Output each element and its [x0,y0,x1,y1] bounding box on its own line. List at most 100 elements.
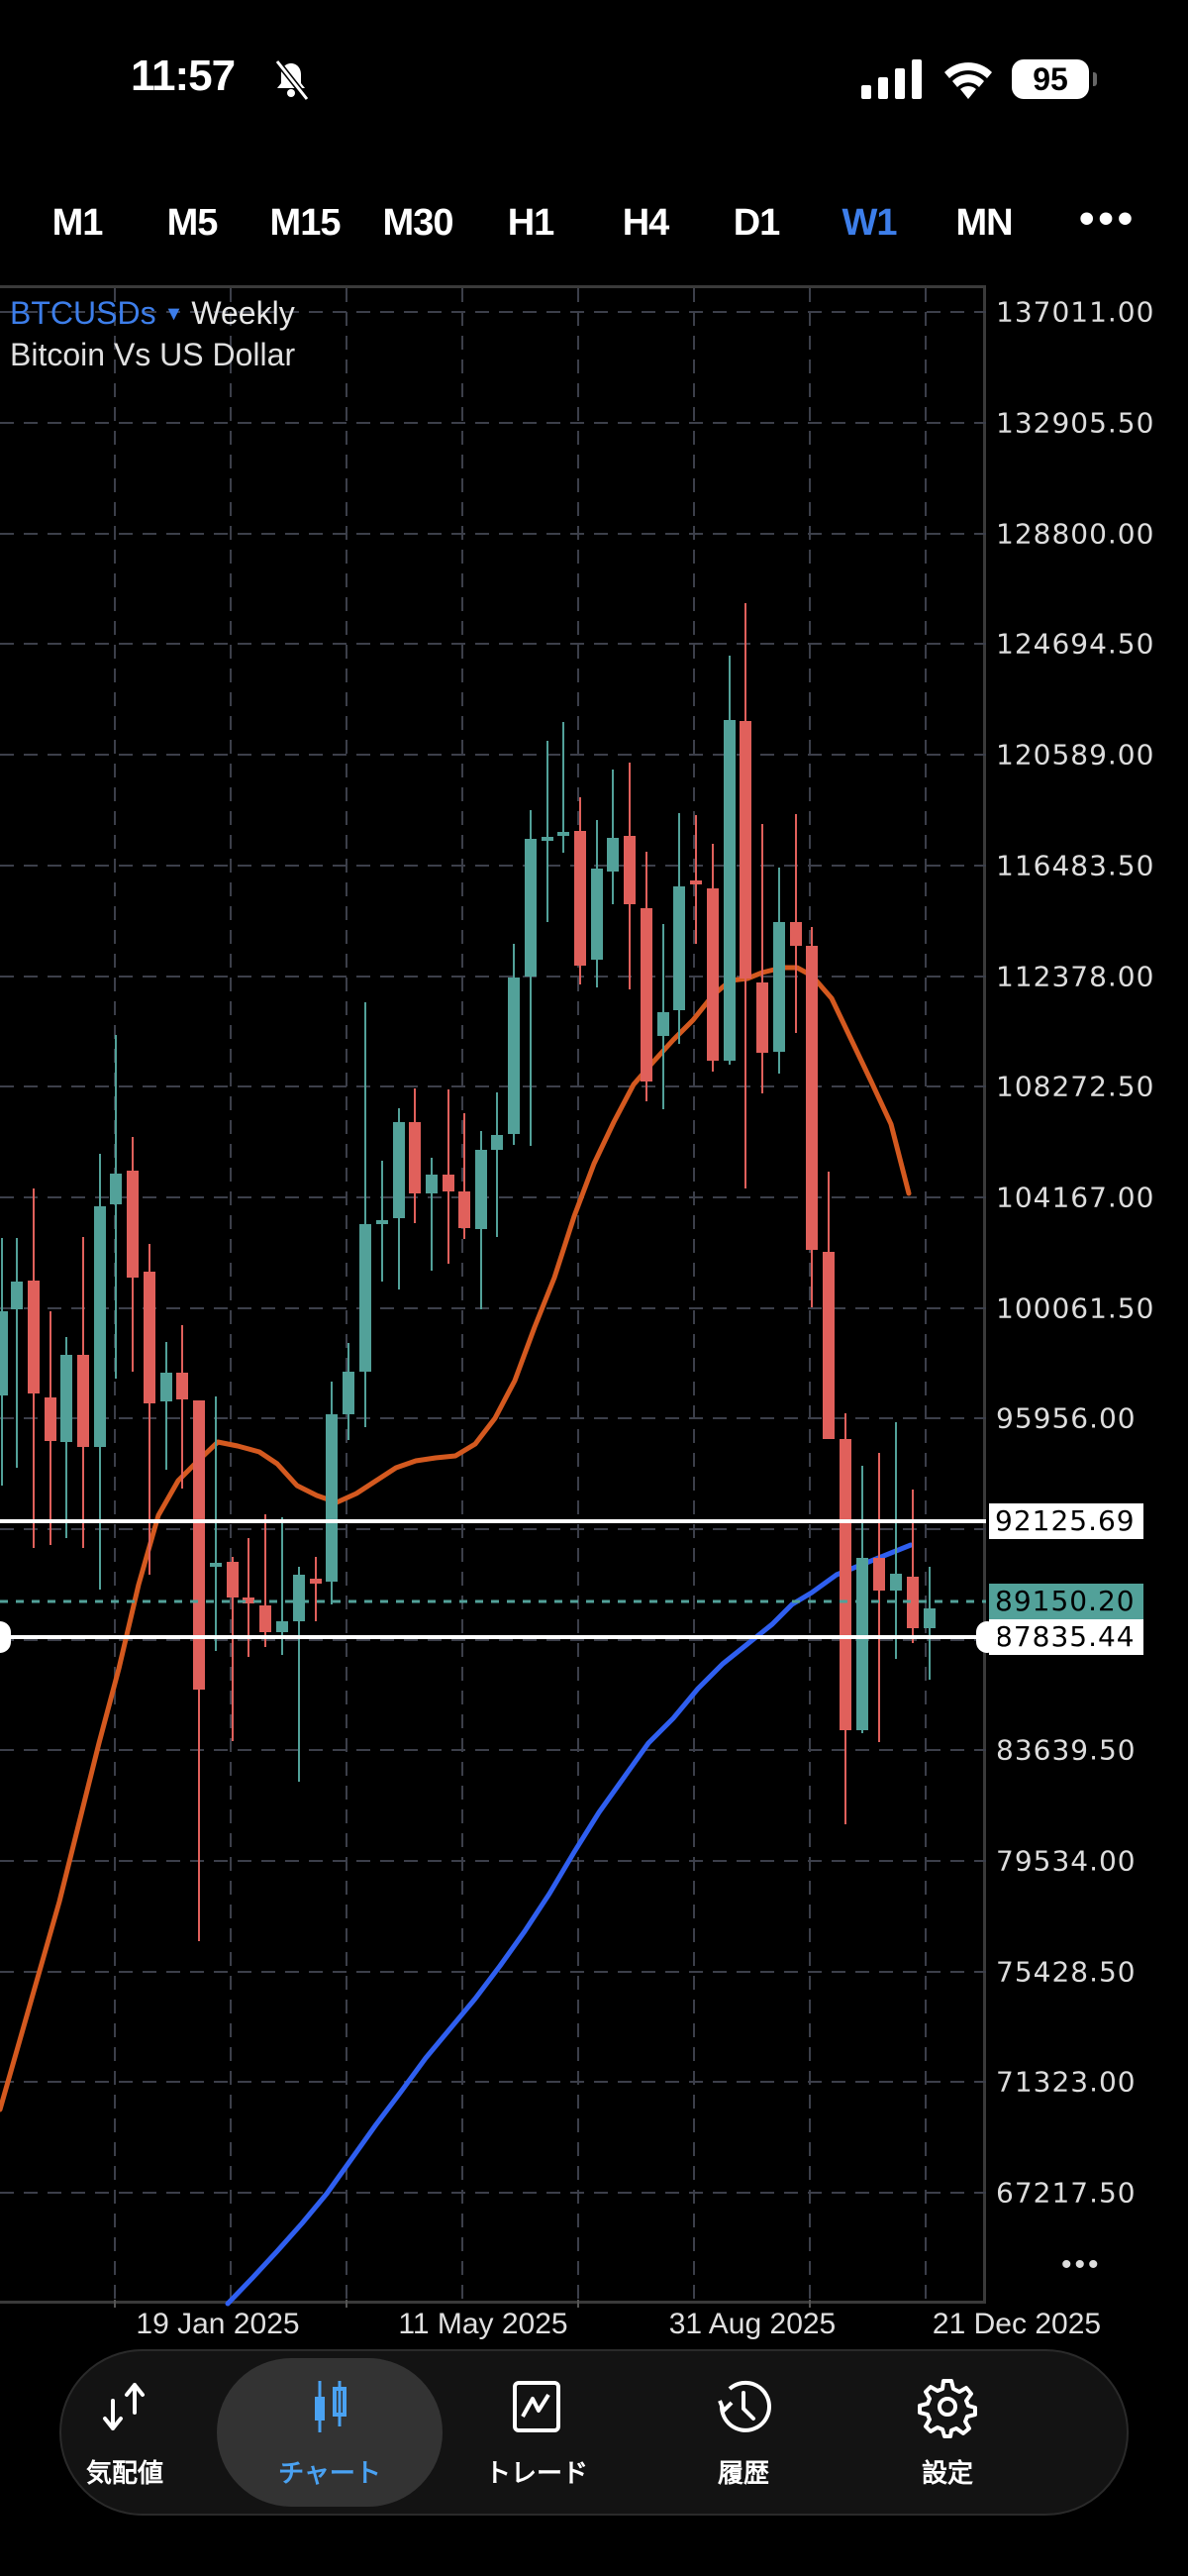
timeframe-m1[interactable]: M1 [51,202,104,244]
timeframe-m15[interactable]: M15 [269,202,342,244]
price-axis-label: 95956.00 [996,1401,1137,1435]
timeframe-w1[interactable]: W1 [842,202,898,244]
candle-body [45,1397,56,1441]
price-axis-label: 104167.00 [996,1181,1155,1214]
tab-label: 設定 [921,2458,973,2488]
candle-body [127,1171,139,1278]
chart-more-button[interactable]: ••• [1061,2248,1102,2281]
status-time: 11:57 [131,52,236,100]
dropdown-triangle-icon[interactable]: ▼ [163,303,184,325]
candle-body [525,839,537,977]
status-bar: 11:57 95 [0,0,1188,158]
candle-body [591,869,603,960]
trade-chart-icon [505,2375,568,2443]
candle-body [110,1174,122,1204]
price-axis-label: 67217.50 [996,2176,1137,2210]
symbol-description: Bitcoin Vs US Dollar [10,337,296,372]
wifi-icon [944,62,992,99]
timeframe-m30[interactable]: M30 [382,202,454,244]
candle-body [393,1122,405,1218]
candle-body [193,1400,205,1690]
history-clock-icon [712,2375,775,2443]
candle-body [840,1439,851,1730]
tab-gear[interactable]: 設定 [848,2351,1046,2514]
candle-body [724,720,736,1061]
timeframe-d1[interactable]: D1 [733,202,781,244]
candle-body [657,1012,669,1036]
candle-body [77,1355,89,1447]
candle-body [707,888,719,1061]
price-axis-label: 128800.00 [996,517,1155,551]
candle-body [773,922,785,1052]
timeframe-more-button[interactable]: ••• [1079,194,1138,243]
timeframe-h1[interactable]: H1 [507,202,555,244]
tab-label: チャート [278,2458,381,2488]
candle-body [259,1605,271,1632]
candle-body [790,922,802,946]
tab-quotes-arrows[interactable]: 気配値 [26,2351,224,2514]
tab-label: 履歴 [717,2458,769,2488]
candle-body [359,1224,371,1372]
symbol-name[interactable]: BTCUSDs [10,295,156,331]
candle-body [856,1558,868,1730]
line-drag-handle-left[interactable] [0,1621,11,1653]
candle-body [924,1608,936,1628]
price-axis-label: 71323.00 [996,2065,1137,2099]
candle-body [690,880,702,884]
tab-label: トレード [484,2458,588,2488]
candle-body [907,1577,919,1628]
candlestick-chart[interactable] [0,0,990,2308]
price-axis-label: 83639.50 [996,1733,1137,1767]
candle-body [823,1252,835,1439]
tab-trade-chart[interactable]: トレード [438,2351,636,2514]
candle-body [557,832,569,836]
current-price-tag[interactable]: 89150.20 [989,1584,1143,1619]
chart-area[interactable] [0,285,986,2304]
candle-body [343,1372,354,1414]
date-axis-label: 11 May 2025 [398,2308,568,2340]
candle-body [756,982,768,1053]
tab-label: 気配値 [85,2458,163,2488]
tab-candlestick-chart[interactable]: チャート [217,2358,443,2507]
chart-symbol-header[interactable]: BTCUSDs ▼ Weekly [10,295,295,332]
candle-body [542,837,553,841]
candle-body [873,1558,885,1591]
price-axis-label: 75428.50 [996,1955,1137,1989]
line-drag-handle-right[interactable] [976,1621,998,1653]
tab-history-clock[interactable]: 履歴 [644,2351,842,2514]
candle-body [607,838,619,872]
price-axis-label: 79534.00 [996,1844,1137,1878]
candle-body [0,1311,8,1395]
candle-body [60,1355,72,1442]
candle-body [144,1272,155,1403]
candle-body [28,1281,40,1393]
candle-body [491,1135,503,1150]
candle-body [11,1282,23,1309]
price-axis-label: 108272.50 [996,1070,1155,1103]
timeframe-mn[interactable]: MN [955,202,1013,244]
date-axis-label: 31 Aug 2025 [668,2308,837,2340]
candle-body [426,1175,438,1193]
price-axis-label: 100061.50 [996,1291,1155,1325]
level-price-tag[interactable]: 92125.69 [989,1503,1143,1539]
candle-body [94,1206,106,1447]
candle-body [641,908,652,1082]
candle-body [740,721,751,979]
timeframe-bar: M1 M5 M15 M30 H1 H4 D1 W1 MN [0,188,1188,258]
timeframe-h4[interactable]: H4 [622,202,670,244]
date-axis-label: 21 Dec 2025 [932,2308,1102,2340]
candle-body [293,1575,305,1621]
price-axis-label: 137011.00 [996,295,1155,329]
price-axis-label: 132905.50 [996,406,1155,440]
candle-body [210,1563,222,1567]
candle-body [673,886,685,1010]
battery-indicator: 95 [1012,59,1097,99]
bottom-tab-bar: 気配値 チャート トレード 履歴 設定 [59,2349,1129,2516]
timeframe-m5[interactable]: M5 [166,202,219,244]
level-price-tag[interactable]: 87835.44 [989,1619,1143,1655]
candle-body [574,831,586,966]
candle-body [624,836,636,904]
candle-body [475,1150,487,1229]
candle-body [310,1579,322,1584]
cellular-signal-icon [861,59,922,99]
